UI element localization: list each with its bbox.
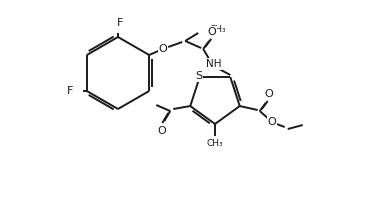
Text: CH₃: CH₃ <box>207 138 223 148</box>
Text: O: O <box>157 126 166 136</box>
Text: CH₃: CH₃ <box>209 24 226 33</box>
Text: O: O <box>208 27 217 37</box>
Text: O: O <box>159 44 168 54</box>
Text: NH: NH <box>206 59 222 69</box>
Text: O: O <box>267 117 276 127</box>
Text: F: F <box>67 86 73 96</box>
Text: S: S <box>195 71 202 81</box>
Text: O: O <box>264 89 273 99</box>
Text: F: F <box>117 18 123 28</box>
